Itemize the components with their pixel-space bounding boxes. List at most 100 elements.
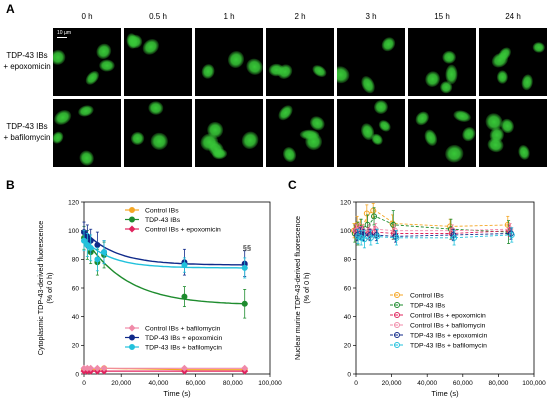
nucleus [312,65,327,78]
data-point [241,364,249,372]
nucleus [305,132,323,151]
row-label-line1: TDP-43 IBs [6,51,48,60]
legend-label: Control IBs + epoxomicin [410,313,486,320]
nucleus [487,137,504,153]
x-tick-label: 20,000 [111,380,131,387]
legend-label: TDP-43 IBs [145,217,181,224]
legend-marker [394,312,400,318]
microscopy-image [408,99,476,167]
data-point [367,231,374,238]
nucleus [78,105,94,117]
legend-label: Control IBs [145,208,179,215]
y-tick-label: 20 [344,343,352,350]
microscopy-image [195,28,263,96]
x-tick-label: 40,000 [417,380,437,387]
nucleus [54,110,72,125]
nucleus [85,70,100,85]
nucleus [500,118,514,134]
time-label: 1 h [223,12,235,21]
data-point [374,233,381,240]
microscopy-image [266,99,334,167]
significance-annotation: §§ [243,244,251,253]
series-5 [355,227,515,249]
nucleus [371,133,383,146]
fit-curve [83,238,248,269]
nucleus [142,39,159,55]
y-tick-label: 20 [72,343,80,350]
data-point [508,231,515,238]
data-point [358,234,365,241]
nucleus [361,76,375,94]
nucleus [278,105,293,121]
microscopy-image: 10 µm [53,28,121,96]
nucleus [53,49,66,65]
time-label: 24 h [505,12,521,21]
data-point [87,244,94,251]
legend-marker [394,332,400,338]
x-axis-label: Time (s) [163,389,191,398]
nucleus [212,148,228,160]
nucleus [96,43,112,60]
nucleus [309,116,325,131]
panel-a-letter: A [6,2,15,16]
legend-marker [128,324,136,332]
legend-marker [394,322,400,328]
data-point [507,226,514,233]
y-tick-label: 0 [347,371,351,378]
nucleus [381,37,396,52]
data-point [361,236,368,243]
nucleus [440,81,453,94]
legend-marker [129,207,135,213]
nucleus [373,100,388,114]
time-label: 0.5 h [149,12,167,21]
time-label: 0 h [81,12,93,21]
nucleus [496,70,508,84]
nucleus [424,129,438,146]
y-tick-label: 80 [344,257,352,264]
data-point [94,242,101,248]
y-axis-label: (% of 0 h) [45,272,54,303]
x-tick-label: 40,000 [148,380,168,387]
series-5 [81,230,248,279]
data-point [241,264,248,271]
microscopy-image [337,28,405,96]
legend-label: Control IBs + epoxomicin [145,227,221,234]
series-line [355,233,510,237]
x-tick-label: 100,000 [522,380,546,387]
x-tick-label: 60,000 [186,380,206,387]
legend-marker [128,225,136,233]
y-tick-label: 0 [75,371,79,378]
panel-c-letter: C [288,178,297,192]
microscopy-image [124,99,192,167]
data-point [181,262,188,269]
series-line [355,234,510,240]
nucleus [241,131,259,150]
y-tick-label: 40 [344,314,352,321]
data-point [181,293,188,300]
nucleus [246,58,263,75]
microscopy-image [266,28,334,96]
y-tick-label: 60 [72,285,80,292]
legend-label: TDP-43 IBs + epoxomicin [145,335,222,342]
y-tick-label: 100 [340,228,351,235]
data-point [367,234,374,241]
data-point [451,234,458,241]
nucleus [415,111,429,126]
row-label-line2: + epoxomicin [3,62,51,71]
microscopy-image [124,28,192,96]
x-tick-label: 20,000 [382,380,402,387]
nucleus [277,64,293,79]
y-axis-label: Cytoplasmic TDP-43-derived fluorescence [36,221,45,356]
x-tick-label: 80,000 [488,380,508,387]
nucleus [201,64,215,79]
nucleus [128,34,143,49]
nucleus [337,66,350,84]
nucleus [148,101,164,115]
row-label-line2: + bafilomycin [3,133,51,142]
y-tick-label: 80 [72,257,80,264]
nucleus [485,113,503,131]
series-3 [353,223,514,237]
time-label: 3 h [365,12,377,21]
x-tick-label: 60,000 [453,380,473,387]
series-3 [80,364,249,372]
